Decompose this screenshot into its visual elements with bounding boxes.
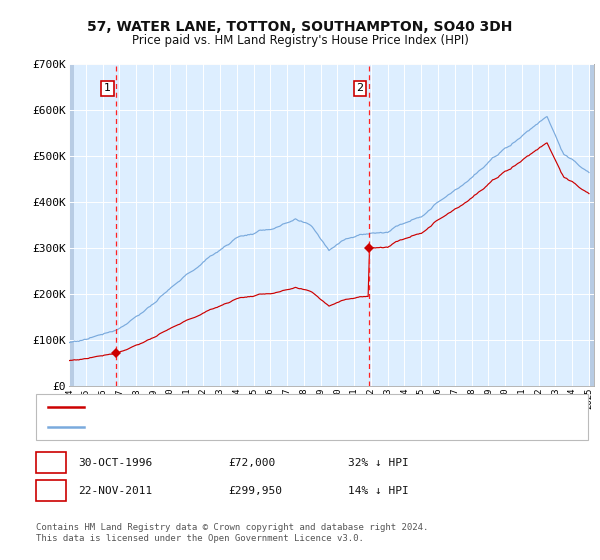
Text: 1: 1	[47, 458, 55, 468]
57, WATER LANE, TOTTON, SOUTHAMPTON, SO40 3DH (detached house)	[580, 187, 587, 194]
Text: Contains HM Land Registry data © Crown copyright and database right 2024.: Contains HM Land Registry data © Crown c…	[36, 523, 428, 532]
Line: 57, WATER LANE, TOTTON, SOUTHAMPTON, SO40 3DH (detached house): 57, WATER LANE, TOTTON, SOUTHAMPTON, SO4…	[69, 143, 589, 361]
HPI: Average price, detached house, New Forest: (2e+03, 1.79e+05): Average price, detached house, New Fores…	[149, 301, 157, 307]
Text: 57, WATER LANE, TOTTON, SOUTHAMPTON, SO40 3DH: 57, WATER LANE, TOTTON, SOUTHAMPTON, SO4…	[88, 20, 512, 34]
57, WATER LANE, TOTTON, SOUTHAMPTON, SO40 3DH (detached house)	[539, 142, 547, 149]
HPI: Average price, detached house, New Forest: (2.02e+03, 5.8e+05): Average price, detached house, New Fores…	[539, 116, 547, 123]
HPI: Average price, detached house, New Forest: (2e+03, 1.83e+05): Average price, detached house, New Fores…	[152, 299, 159, 306]
57, WATER LANE, TOTTON, SOUTHAMPTON, SO40 3DH (detached house)	[65, 357, 73, 364]
Text: HPI: Average price, detached house, New Forest: HPI: Average price, detached house, New …	[93, 422, 380, 432]
Text: £72,000: £72,000	[228, 458, 275, 468]
57, WATER LANE, TOTTON, SOUTHAMPTON, SO40 3DH (detached house)	[205, 307, 212, 314]
Text: 57, WATER LANE, TOTTON, SOUTHAMPTON, SO40 3DH (detached house): 57, WATER LANE, TOTTON, SOUTHAMPTON, SO4…	[93, 402, 481, 412]
Text: 1: 1	[104, 83, 111, 94]
Text: £299,950: £299,950	[228, 486, 282, 496]
57, WATER LANE, TOTTON, SOUTHAMPTON, SO40 3DH (detached house)	[91, 353, 98, 360]
Bar	[69, 64, 74, 386]
57, WATER LANE, TOTTON, SOUTHAMPTON, SO40 3DH (detached house)	[149, 334, 157, 341]
Text: 22-NOV-2011: 22-NOV-2011	[78, 486, 152, 496]
57, WATER LANE, TOTTON, SOUTHAMPTON, SO40 3DH (detached house)	[544, 139, 551, 146]
HPI: Average price, detached house, New Forest: (2.02e+03, 4.65e+05): Average price, detached house, New Fores…	[586, 169, 593, 176]
57, WATER LANE, TOTTON, SOUTHAMPTON, SO40 3DH (detached house)	[586, 190, 593, 197]
Text: 14% ↓ HPI: 14% ↓ HPI	[348, 486, 409, 496]
Bar	[589, 64, 594, 386]
Text: 30-OCT-1996: 30-OCT-1996	[78, 458, 152, 468]
HPI: Average price, detached house, New Forest: (2.02e+03, 5.87e+05): Average price, detached house, New Fores…	[544, 113, 551, 120]
HPI: Average price, detached house, New Forest: (1.99e+03, 9.5e+04): Average price, detached house, New Fores…	[65, 339, 73, 346]
Text: 32% ↓ HPI: 32% ↓ HPI	[348, 458, 409, 468]
Text: 2: 2	[356, 83, 364, 94]
57, WATER LANE, TOTTON, SOUTHAMPTON, SO40 3DH (detached house)	[152, 333, 159, 340]
Text: Price paid vs. HM Land Registry's House Price Index (HPI): Price paid vs. HM Land Registry's House …	[131, 34, 469, 46]
HPI: Average price, detached house, New Forest: (2.02e+03, 4.73e+05): Average price, detached house, New Fores…	[580, 165, 587, 172]
HPI: Average price, detached house, New Forest: (2e+03, 1.08e+05): Average price, detached house, New Fores…	[91, 333, 98, 340]
Text: This data is licensed under the Open Government Licence v3.0.: This data is licensed under the Open Gov…	[36, 534, 364, 543]
HPI: Average price, detached house, New Forest: (2e+03, 2.81e+05): Average price, detached house, New Fores…	[205, 254, 212, 261]
Line: HPI: Average price, detached house, New Forest: HPI: Average price, detached house, New …	[69, 116, 589, 343]
Text: 2: 2	[47, 486, 55, 496]
